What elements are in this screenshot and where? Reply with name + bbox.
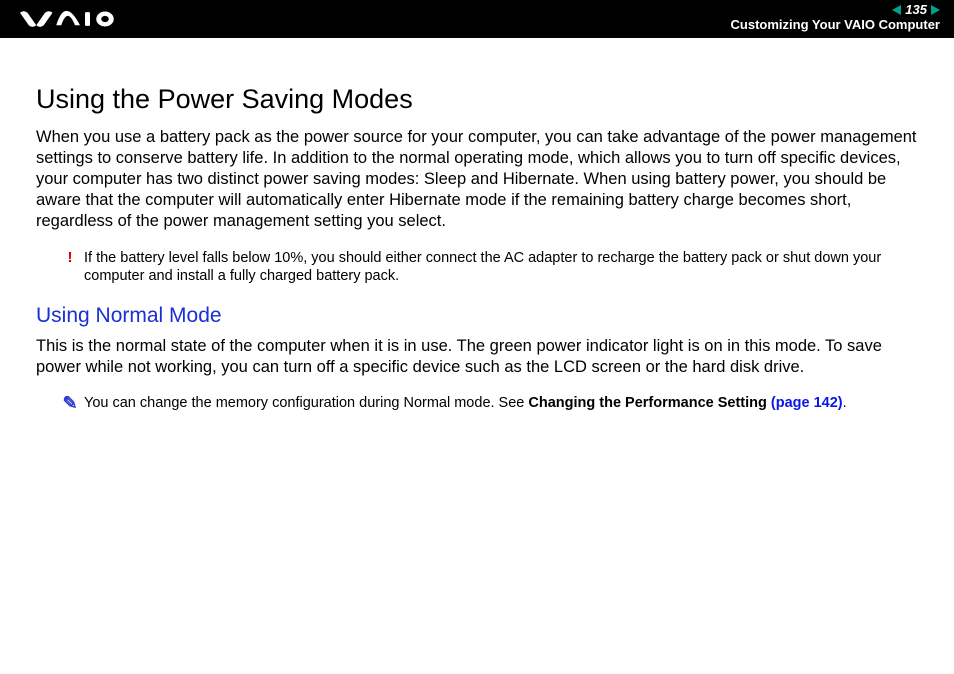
warning-note: ! If the battery level falls below 10%, … — [62, 249, 918, 287]
header-bar: 135 Customizing Your VAIO Computer — [0, 0, 954, 38]
page-number: 135 — [905, 2, 927, 17]
tip-prefix: You can change the memory configuration … — [84, 395, 528, 411]
vaio-logo — [20, 10, 120, 28]
normal-mode-paragraph: This is the normal state of the computer… — [36, 336, 918, 378]
subheading-normal-mode: Using Normal Mode — [36, 304, 918, 328]
intro-paragraph: When you use a battery pack as the power… — [36, 127, 918, 233]
warning-text: If the battery level falls below 10%, yo… — [84, 249, 918, 287]
warning-icon: ! — [62, 250, 78, 265]
page-heading: Using the Power Saving Modes — [36, 84, 918, 115]
page-navigation: 135 — [731, 2, 940, 17]
page-content: Using the Power Saving Modes When you us… — [0, 38, 954, 451]
tip-page-link[interactable]: (page 142) — [771, 395, 843, 411]
tip-suffix: . — [843, 395, 847, 411]
tip-text: You can change the memory configuration … — [84, 394, 847, 413]
next-page-arrow-icon[interactable] — [931, 5, 940, 15]
pencil-icon: ✎ — [62, 394, 78, 412]
tip-bold: Changing the Performance Setting — [528, 395, 771, 411]
prev-page-arrow-icon[interactable] — [892, 5, 901, 15]
tip-note: ✎ You can change the memory configuratio… — [62, 394, 918, 413]
section-title: Customizing Your VAIO Computer — [731, 17, 940, 32]
header-right: 135 Customizing Your VAIO Computer — [731, 2, 940, 32]
